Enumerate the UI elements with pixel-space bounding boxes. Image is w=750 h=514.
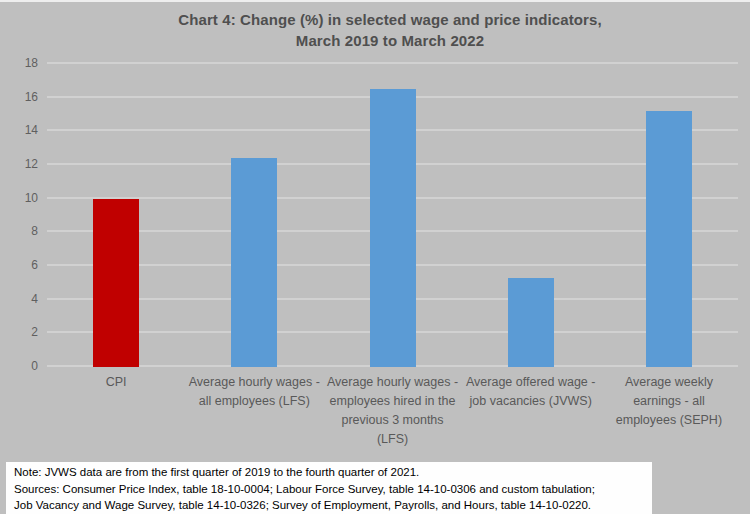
sources-line-2: Job Vacancy and Wage Survey, table 14-10… [14, 497, 652, 514]
note-line: Note: JVWS data are from the first quart… [14, 464, 652, 481]
x-category-label-2: Average hourly wages - employees hired i… [323, 373, 461, 449]
y-tick-label-4: 4 [0, 293, 38, 305]
bar-cpi [93, 199, 139, 367]
notes-box: Note: JVWS data are from the first quart… [6, 462, 652, 514]
top-edge-strip [0, 0, 750, 2]
y-tick-label-0: 0 [0, 360, 38, 372]
sources-line-1: Sources: Consumer Price Index, table 18-… [14, 481, 652, 498]
y-tick-label-14: 14 [0, 124, 38, 136]
plot-area: 024681012141618 [47, 63, 738, 366]
y-tick-label-2: 2 [0, 326, 38, 338]
x-category-label-4: Average weekly earnings - all employees … [600, 373, 738, 449]
x-axis-category-labels: CPIAverage hourly wages - all employees … [47, 373, 738, 449]
chart-title: Chart 4: Change (%) in selected wage and… [40, 9, 740, 51]
bar-series-3 [508, 278, 554, 367]
x-category-label-0: CPI [47, 373, 185, 449]
bar-series-1 [231, 158, 277, 367]
bar-series-4 [646, 111, 692, 367]
gridline-y-18 [47, 62, 738, 64]
bar-series-2 [370, 89, 416, 367]
y-tick-label-6: 6 [0, 259, 38, 271]
x-category-label-3: Average offered wage - job vacancies (JV… [462, 373, 600, 449]
y-tick-label-16: 16 [0, 91, 38, 103]
y-tick-label-18: 18 [0, 57, 38, 69]
y-tick-label-8: 8 [0, 225, 38, 237]
x-category-label-1: Average hourly wages - all employees (LF… [185, 373, 323, 449]
y-tick-label-10: 10 [0, 192, 38, 204]
chart-title-line-1: Chart 4: Change (%) in selected wage and… [40, 9, 740, 30]
chart-title-line-2: March 2019 to March 2022 [40, 30, 740, 51]
chart-canvas: Chart 4: Change (%) in selected wage and… [0, 0, 750, 514]
y-tick-label-12: 12 [0, 158, 38, 170]
